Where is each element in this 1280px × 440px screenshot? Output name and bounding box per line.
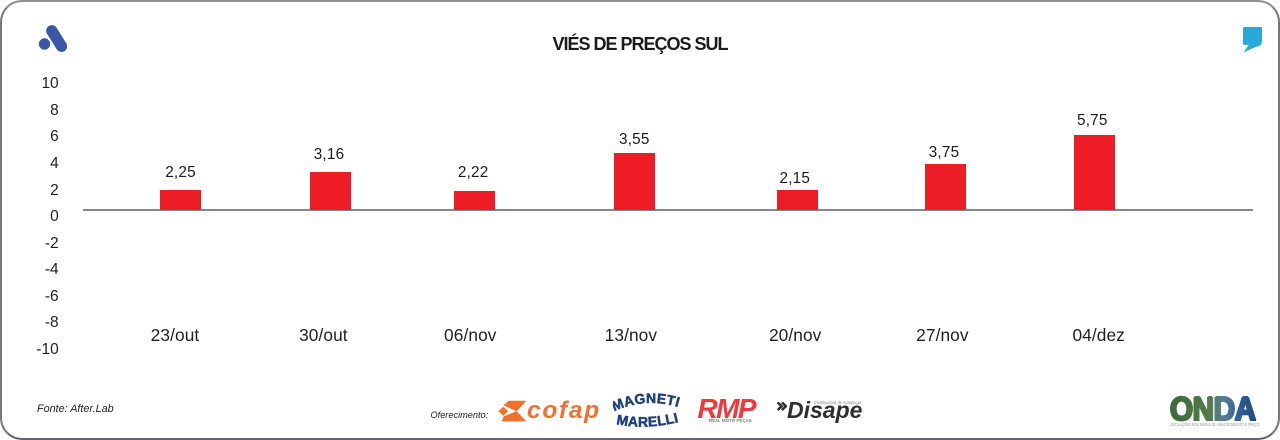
svg-text:cofap: cofap: [527, 397, 601, 424]
svg-text:MARELLI: MARELLI: [615, 409, 679, 429]
